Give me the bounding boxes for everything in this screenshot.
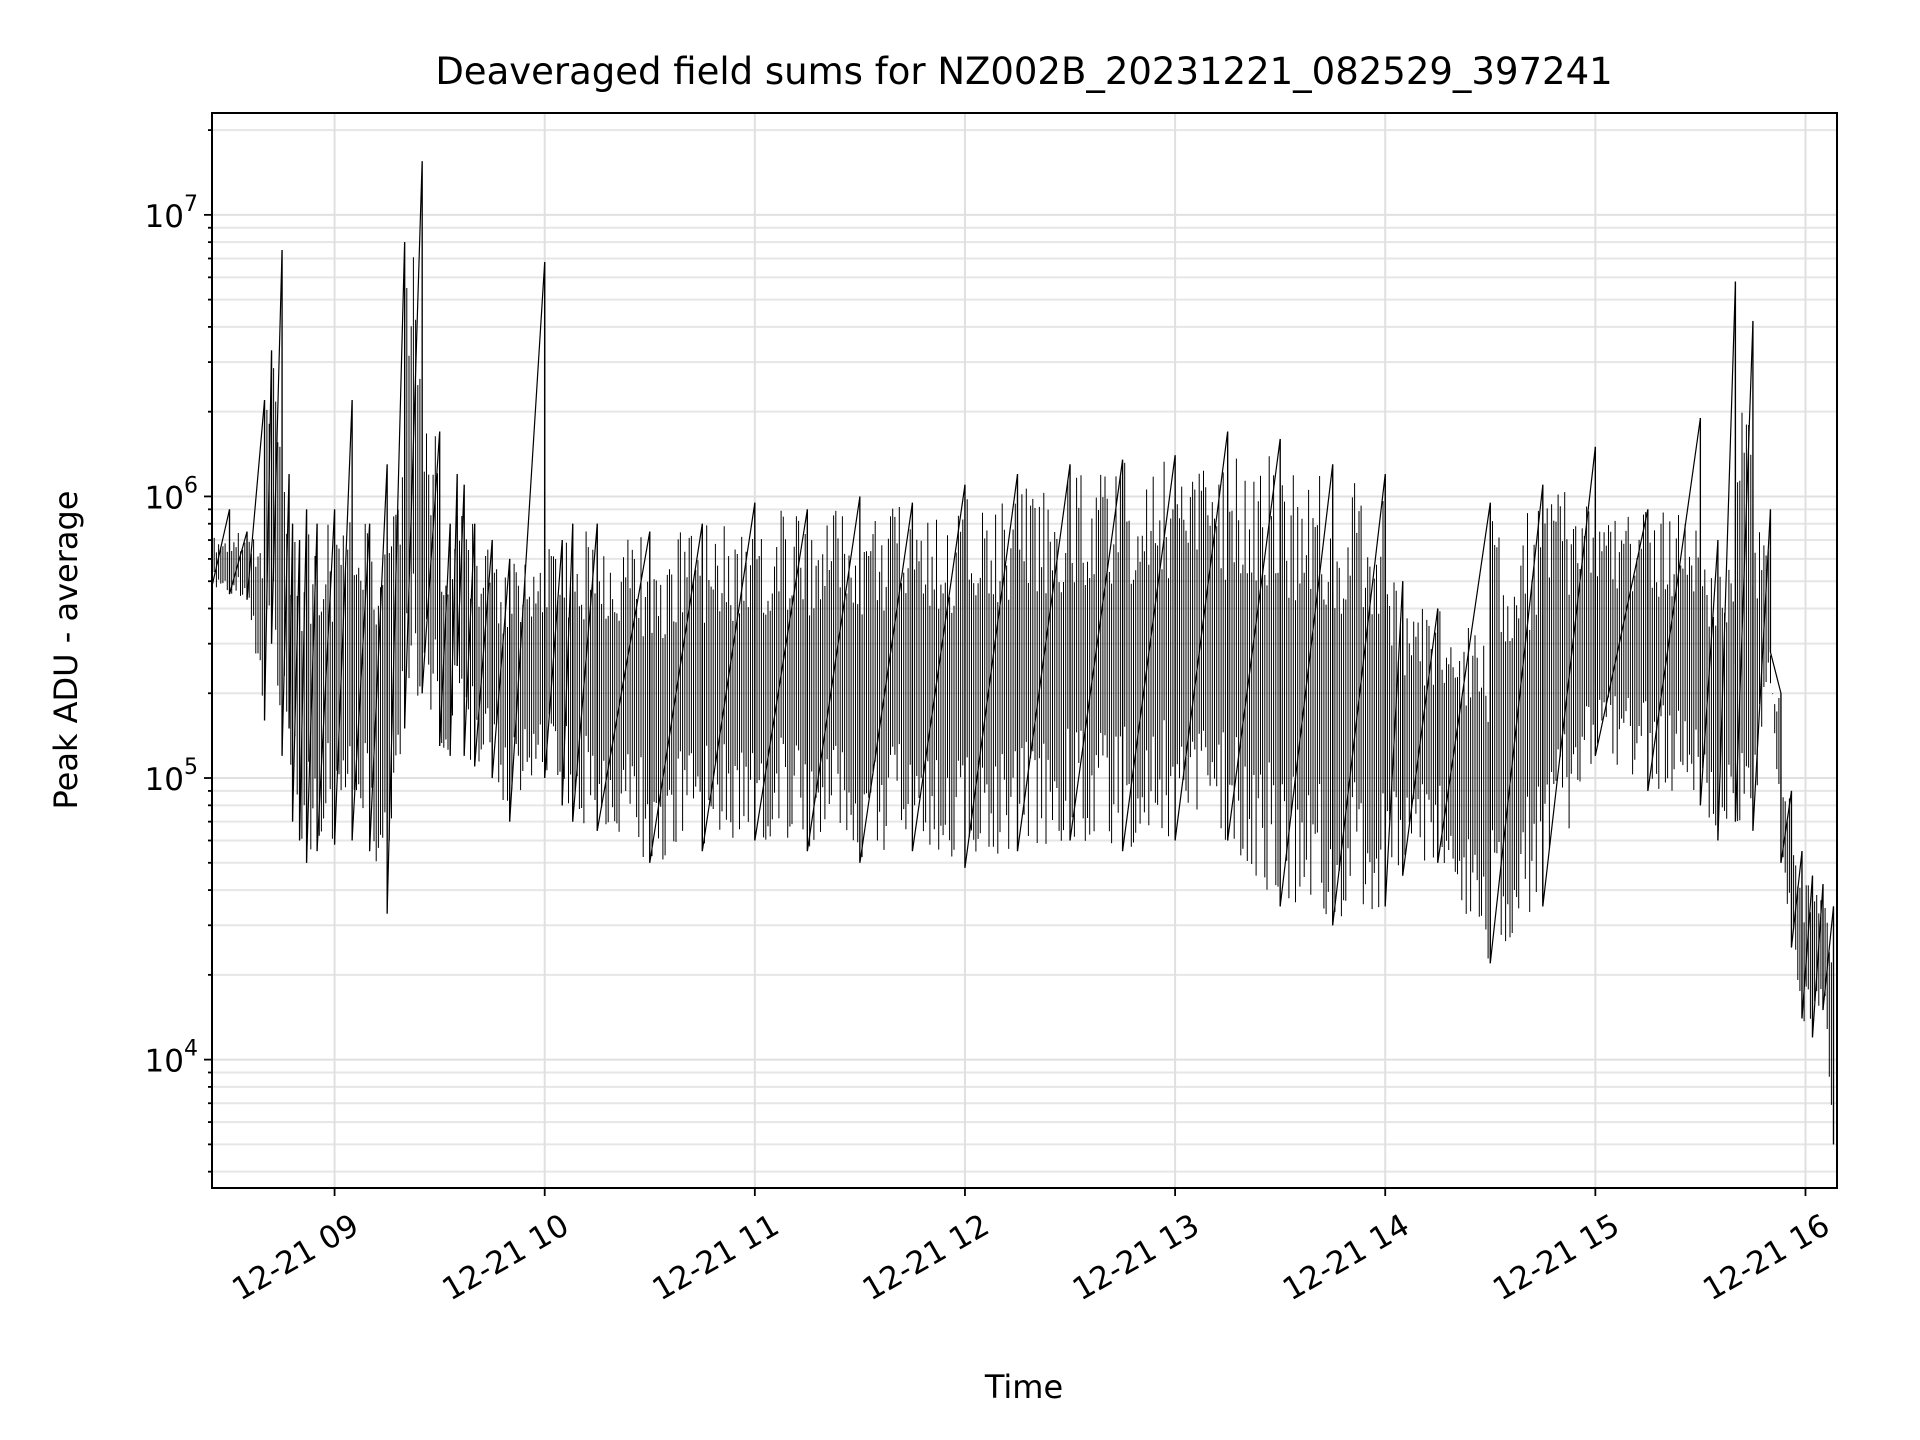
series-segment <box>1717 569 1734 832</box>
series-segment <box>1437 611 1489 959</box>
y-tick-base: 10 <box>145 199 184 235</box>
series-segment <box>754 510 806 840</box>
series-segment <box>1734 326 1752 821</box>
series-segment <box>1594 512 1647 775</box>
series-segment <box>264 409 270 667</box>
series-segment <box>351 523 368 809</box>
series-segment <box>421 433 438 710</box>
series-segment <box>1699 553 1717 826</box>
series-segment <box>369 554 386 862</box>
series-segment <box>561 542 572 804</box>
x-axis-label: Time <box>984 1368 1063 1406</box>
y-tick-label: 106 <box>145 473 198 516</box>
y-tick-exponent: 4 <box>184 1037 198 1062</box>
plot-frame <box>211 112 1838 1189</box>
series-segment <box>474 549 491 762</box>
series-segment <box>1489 510 1542 942</box>
series-segment <box>1384 582 1401 866</box>
series-segment <box>1801 883 1811 1022</box>
series-segment <box>1069 474 1121 844</box>
series-segment <box>316 524 333 839</box>
series-segment <box>649 532 701 860</box>
series-segment <box>288 561 292 765</box>
series-segment <box>386 477 403 841</box>
series-segment <box>701 525 754 844</box>
series-segment <box>1017 480 1069 844</box>
series-segment <box>1822 908 1832 1105</box>
series-segment <box>911 515 964 857</box>
series-segment <box>404 257 421 696</box>
series-segment <box>306 534 316 850</box>
series-segment <box>572 531 596 824</box>
series-segment <box>491 569 508 801</box>
series-segment <box>1647 512 1699 791</box>
series-segment <box>1227 456 1279 890</box>
series-segment <box>1332 483 1384 917</box>
y-tick-label: 105 <box>145 755 198 798</box>
series-segment <box>806 510 859 847</box>
series-segment <box>1780 797 1790 904</box>
series-segment <box>1791 855 1801 991</box>
y-axis-label: Peak ADU - average <box>47 491 85 810</box>
y-tick-label: 104 <box>145 1037 198 1080</box>
series-segment <box>859 507 911 858</box>
y-tick-exponent: 6 <box>184 473 198 498</box>
series-segment <box>1122 461 1174 847</box>
grid <box>212 113 1837 1188</box>
series-segment <box>292 542 298 795</box>
series-segment <box>1812 892 1822 1006</box>
series-segment <box>271 368 281 706</box>
chart-title: Deaveraged field sums for NZ002B_2023122… <box>435 50 1612 93</box>
series-segment <box>964 498 1016 854</box>
series-segment <box>509 563 543 791</box>
series-segment <box>334 522 351 791</box>
y-tick-exponent: 7 <box>184 192 198 217</box>
y-tick-base: 10 <box>145 480 184 516</box>
series-segment <box>449 545 456 716</box>
y-tick-exponent: 5 <box>184 755 198 780</box>
y-tick-base: 10 <box>145 1044 184 1080</box>
y-tick-base: 10 <box>145 762 184 798</box>
series-segment <box>1542 492 1594 900</box>
series-segment <box>299 592 305 839</box>
series-segment <box>1770 655 1780 784</box>
series-segment <box>456 515 463 684</box>
series-segment <box>1402 608 1437 861</box>
series-segment <box>1279 475 1331 915</box>
series-segment <box>229 533 246 596</box>
y-tick-label: 107 <box>145 192 198 235</box>
series-segment <box>544 549 561 775</box>
series-segment <box>281 492 288 712</box>
series-segment <box>596 537 649 857</box>
series <box>211 161 1835 1145</box>
series-segment <box>439 539 449 750</box>
series-segment <box>1752 532 1769 803</box>
series-segment <box>1174 470 1226 840</box>
series-segment <box>463 523 474 760</box>
series-segment <box>246 532 263 696</box>
